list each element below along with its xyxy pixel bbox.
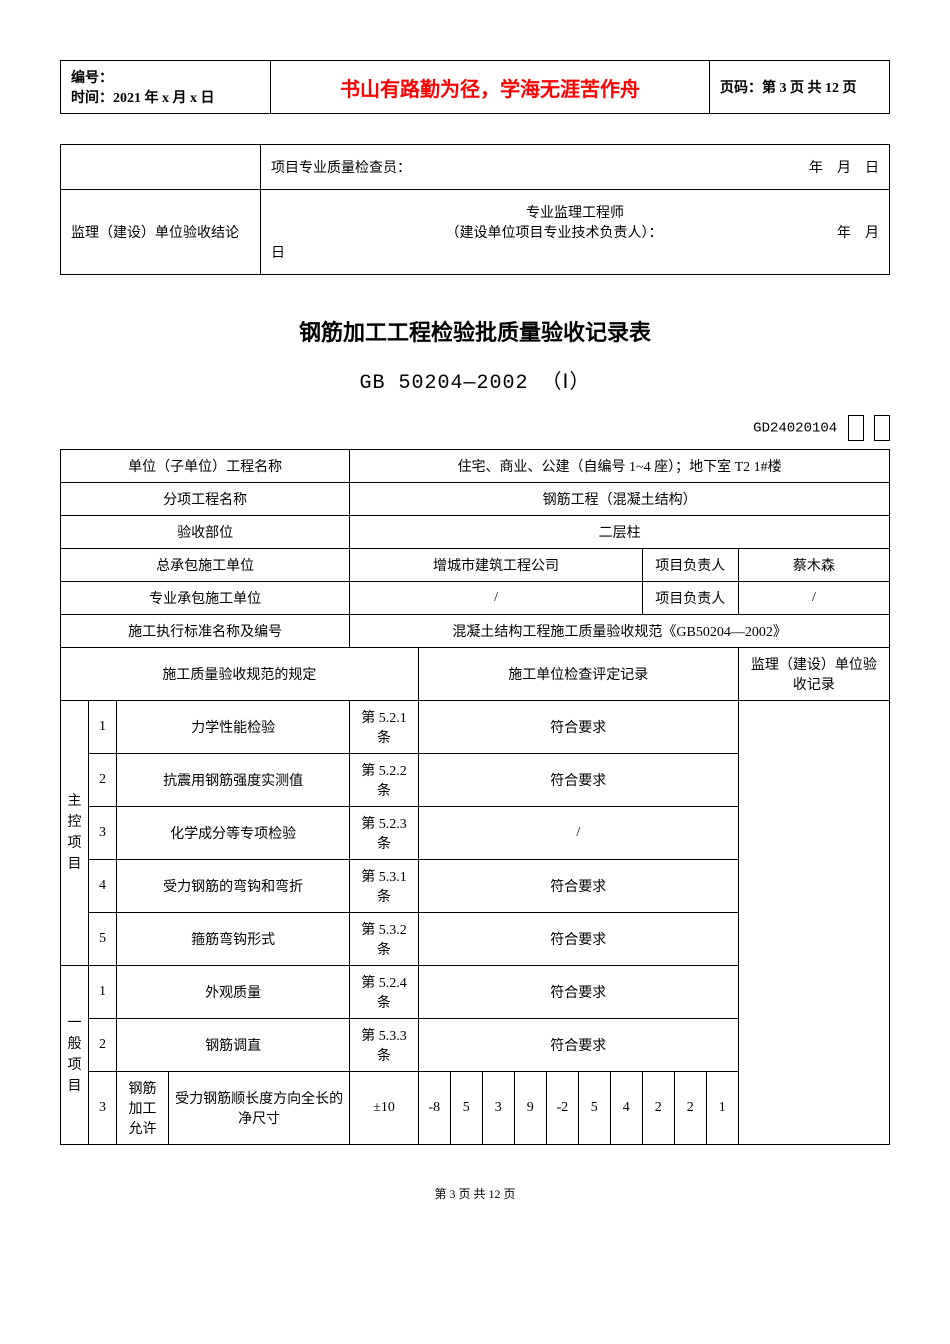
- table-row: 验收部位 二层柱: [61, 516, 890, 549]
- item-name: 抗震用钢筋强度实测值: [117, 754, 350, 807]
- item-result: 符合要求: [418, 754, 738, 807]
- table-row: 施工质量验收规范的规定 施工单位检查评定记录 监理（建设）单位验收记录: [61, 648, 890, 701]
- table-row: 主控项目 1 力学性能检验 第 5.2.1 条 符合要求: [61, 701, 890, 754]
- main-title: 钢筋加工工程检验批质量验收记录表: [60, 315, 890, 347]
- item-clause: 第 5.3.1 条: [350, 860, 419, 913]
- item-name: 力学性能检验: [117, 701, 350, 754]
- tech-leader-label: （建设单位项目专业技术负责人）：: [271, 222, 837, 242]
- item-name: 外观质量: [117, 966, 350, 1019]
- doc-time: 时间：2021 年 x 月 x 日: [71, 87, 260, 107]
- header-meta: 编号： 时间：2021 年 x 月 x 日: [61, 61, 271, 114]
- item-desc: 受力钢筋顺长度方向全长的净尺寸: [169, 1072, 350, 1145]
- data-val: 2: [642, 1072, 674, 1145]
- standard-value: 混凝土结构工程施工质量验收规范《GB50204—2002》: [350, 615, 890, 648]
- inspector-date: 年 月 日: [809, 157, 879, 177]
- form-code: GD24020104: [753, 421, 837, 437]
- sign-left-blank: [61, 145, 261, 190]
- item-name: 钢筋调直: [117, 1019, 350, 1072]
- main-data-table: 单位（子单位）工程名称 住宅、商业、公建（自编号 1~4 座）；地下室 T2 1…: [60, 449, 890, 1145]
- data-val: -8: [418, 1072, 450, 1145]
- proj-leader-label: 项目负责人: [642, 549, 738, 582]
- sub-project-value: 钢筋工程（混凝土结构）: [350, 483, 890, 516]
- document-header: 编号： 时间：2021 年 x 月 x 日 书山有路勤为径，学海无涯苦作舟 页码…: [60, 60, 890, 114]
- item-name: 箍筋弯钩形式: [117, 913, 350, 966]
- engineer-label: 专业监理工程师: [271, 202, 879, 222]
- sc-proj-leader-label: 项目负责人: [642, 582, 738, 615]
- sub-title: GB 50204—2002 （Ⅰ）: [60, 365, 890, 395]
- item-clause: 第 5.3.2 条: [350, 913, 419, 966]
- item-num: 3: [89, 1072, 117, 1145]
- doc-code: 编号：: [71, 67, 260, 87]
- accept-part-label: 验收部位: [61, 516, 350, 549]
- data-val: 5: [578, 1072, 610, 1145]
- general-group-label: 一般项目: [61, 966, 89, 1145]
- item-cat: 钢筋加工允许: [117, 1072, 169, 1145]
- item-num: 2: [89, 1019, 117, 1072]
- data-val: 1: [706, 1072, 738, 1145]
- main-group-label: 主控项目: [61, 701, 89, 966]
- item-tol: ±10: [350, 1072, 419, 1145]
- data-val: 4: [610, 1072, 642, 1145]
- item-name: 化学成分等专项检验: [117, 807, 350, 860]
- check-header: 施工单位检查评定记录: [418, 648, 738, 701]
- page-footer: 第 3 页 共 12 页: [60, 1185, 890, 1202]
- item-name: 受力钢筋的弯钩和弯折: [117, 860, 350, 913]
- sub-project-label: 分项工程名称: [61, 483, 350, 516]
- item-num: 1: [89, 701, 117, 754]
- item-result: 符合要求: [418, 966, 738, 1019]
- table-row: 总承包施工单位 增城市建筑工程公司 项目负责人 蔡木森: [61, 549, 890, 582]
- item-clause: 第 5.3.3 条: [350, 1019, 419, 1072]
- item-result: 符合要求: [418, 1019, 738, 1072]
- day-label: 日: [271, 242, 879, 262]
- data-val: 9: [514, 1072, 546, 1145]
- table-row: 分项工程名称 钢筋工程（混凝土结构）: [61, 483, 890, 516]
- item-clause: 第 5.2.4 条: [350, 966, 419, 1019]
- data-val: -2: [546, 1072, 578, 1145]
- supervisor-date: 年 月: [837, 222, 879, 242]
- unit-value: 住宅、商业、公建（自编号 1~4 座）；地下室 T2 1#楼: [350, 450, 890, 483]
- inspector-label: 项目专业质量检查员：: [271, 157, 411, 177]
- standard-label: 施工执行标准名称及编号: [61, 615, 350, 648]
- item-num: 5: [89, 913, 117, 966]
- form-code-row: GD24020104: [60, 415, 890, 441]
- supervise-blank: [738, 701, 889, 1145]
- signature-block: 项目专业质量检查员： 年 月 日 监理（建设）单位验收结论 专业监理工程师 （建…: [60, 144, 890, 275]
- supervisor-right: 专业监理工程师 （建设单位项目专业技术负责人）： 年 月 日: [261, 190, 890, 275]
- data-val: 5: [450, 1072, 482, 1145]
- item-clause: 第 5.2.3 条: [350, 807, 419, 860]
- title-section: 钢筋加工工程检验批质量验收记录表 GB 50204—2002 （Ⅰ）: [60, 315, 890, 395]
- item-result: 符合要求: [418, 913, 738, 966]
- gc-label: 总承包施工单位: [61, 549, 350, 582]
- table-row: 专业承包施工单位 / 项目负责人 /: [61, 582, 890, 615]
- item-result: 符合要求: [418, 860, 738, 913]
- supervisor-left-label: 监理（建设）单位验收结论: [61, 190, 261, 275]
- spec-header: 施工质量验收规范的规定: [61, 648, 419, 701]
- table-row: 施工执行标准名称及编号 混凝土结构工程施工质量验收规范《GB50204—2002…: [61, 615, 890, 648]
- item-num: 3: [89, 807, 117, 860]
- item-clause: 第 5.2.2 条: [350, 754, 419, 807]
- gc-value: 增城市建筑工程公司: [350, 549, 643, 582]
- proj-leader-value: 蔡木森: [738, 549, 889, 582]
- code-box: [874, 415, 890, 441]
- sc-value: /: [350, 582, 643, 615]
- item-result: 符合要求: [418, 701, 738, 754]
- inspector-row: 项目专业质量检查员： 年 月 日: [261, 145, 890, 190]
- item-num: 4: [89, 860, 117, 913]
- code-box: [848, 415, 864, 441]
- table-row: 单位（子单位）工程名称 住宅、商业、公建（自编号 1~4 座）；地下室 T2 1…: [61, 450, 890, 483]
- data-val: 3: [482, 1072, 514, 1145]
- unit-label: 单位（子单位）工程名称: [61, 450, 350, 483]
- data-val: 2: [674, 1072, 706, 1145]
- item-num: 2: [89, 754, 117, 807]
- item-result: /: [418, 807, 738, 860]
- item-num: 1: [89, 966, 117, 1019]
- header-motto: 书山有路勤为径，学海无涯苦作舟: [271, 61, 710, 114]
- item-clause: 第 5.2.1 条: [350, 701, 419, 754]
- sc-label: 专业承包施工单位: [61, 582, 350, 615]
- sc-proj-leader-value: /: [738, 582, 889, 615]
- header-page: 页码：第 3 页 共 12 页: [710, 61, 890, 114]
- supervise-header: 监理（建设）单位验收记录: [738, 648, 889, 701]
- accept-part-value: 二层柱: [350, 516, 890, 549]
